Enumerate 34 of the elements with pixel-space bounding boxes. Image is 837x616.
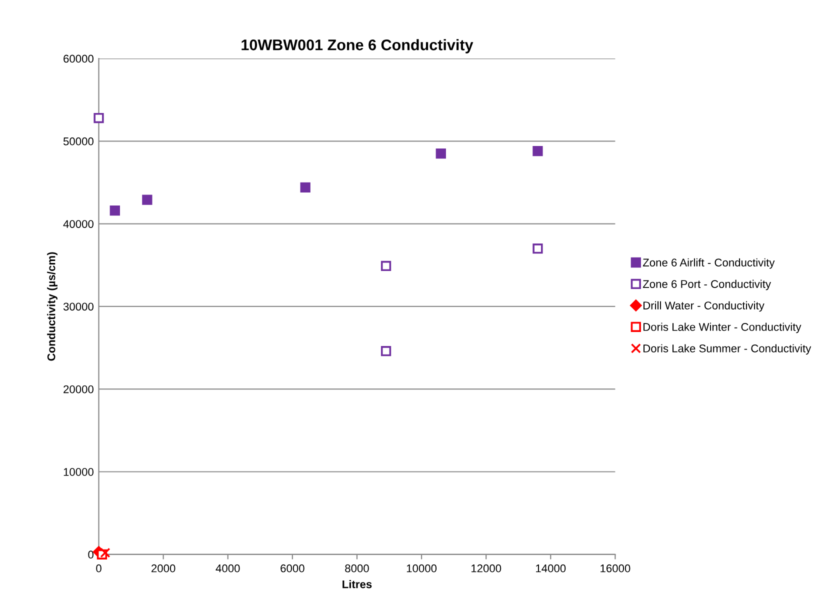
y-tick-label: 10000 [64, 468, 94, 476]
legend-label: Zone 6 Port - Conductivity [642, 280, 772, 290]
point [380, 260, 392, 272]
y-tick-label: 20000 [64, 385, 94, 394]
point [300, 182, 310, 193]
point [110, 206, 120, 216]
legend-label: Drill Water - Conductivity [643, 301, 764, 312]
x-tick-label: 6000 [280, 564, 304, 572]
x-tick-label: 2000 [152, 564, 176, 572]
x-tick-label: 12000 [471, 564, 502, 572]
x-tick-label: 0 [96, 564, 102, 572]
y-axis-title: Conductivity (µs/cm) [47, 252, 58, 361]
point [142, 194, 152, 205]
point [380, 346, 392, 356]
x-tick-label: 16000 [600, 564, 630, 572]
point [94, 112, 104, 124]
point [436, 148, 446, 159]
x-tick-label: 14000 [536, 564, 566, 572]
legend-label: Zone 6 Airlift - Conductivity [642, 258, 775, 269]
y-tick-label: 30000 [63, 302, 94, 311]
x-tick-label: 10000 [406, 564, 437, 572]
y-tick-label: 0 [88, 550, 94, 559]
y-tick-label: 40000 [63, 220, 94, 228]
x-tick-label: 8000 [345, 564, 369, 572]
x-tick-label: 4000 [216, 564, 240, 572]
point [532, 146, 543, 156]
legend-label: Doris Lake Winter - Conductivity [643, 322, 802, 334]
point [100, 548, 110, 558]
x-axis-title: Litres [342, 580, 372, 588]
legend-label: Doris Lake Summer - Conductivity [643, 344, 812, 355]
y-tick-label: 50000 [63, 137, 94, 146]
point [532, 244, 543, 254]
y-tick-label: 60000 [64, 54, 94, 63]
chart-title: 10WBW001 Zone 6 Conductivity [242, 39, 474, 54]
